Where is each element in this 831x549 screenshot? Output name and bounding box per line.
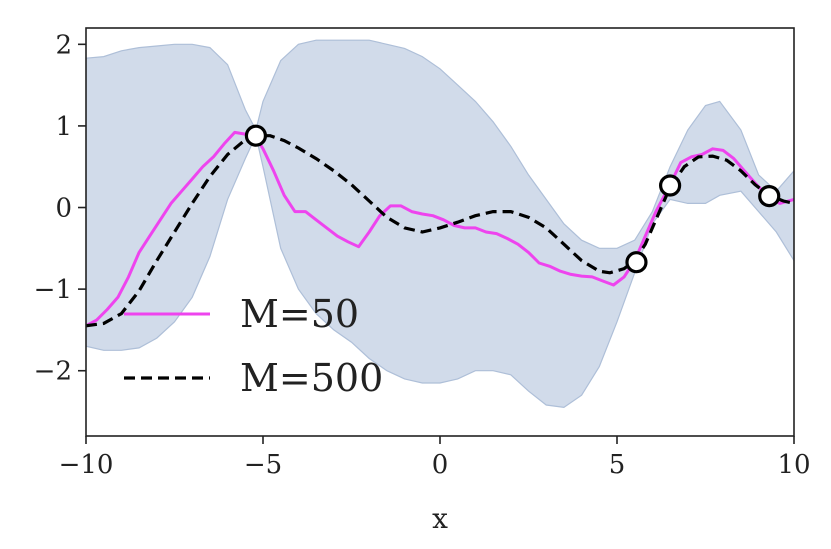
plot-area (86, 39, 794, 409)
y-tick-label: 0 (55, 194, 72, 224)
legend: M=50 M=500 (124, 292, 383, 400)
x-tick-label: 5 (609, 450, 626, 480)
y-tick-label: 2 (55, 30, 72, 60)
observation-point (758, 184, 781, 208)
y-tick-label: 1 (55, 112, 72, 142)
legend-label-m500: M=500 (240, 356, 383, 400)
observation-point (244, 124, 268, 147)
observation-markers (244, 124, 781, 274)
observation-point (625, 251, 648, 274)
y-tick-label: −1 (34, 275, 72, 305)
legend-label-m50: M=50 (240, 292, 359, 336)
x-axis-label: x (432, 502, 448, 535)
x-tick-label: −5 (244, 450, 282, 480)
y-axis-ticks: −2 −1 0 1 2 (34, 30, 86, 387)
x-tick-label: 0 (432, 450, 449, 480)
x-tick-label: −10 (59, 450, 114, 480)
y-tick-label: −2 (34, 357, 72, 387)
x-tick-label: 10 (777, 450, 810, 480)
x-axis-ticks: −10 −5 0 5 10 (59, 436, 811, 480)
observation-point (658, 174, 682, 197)
